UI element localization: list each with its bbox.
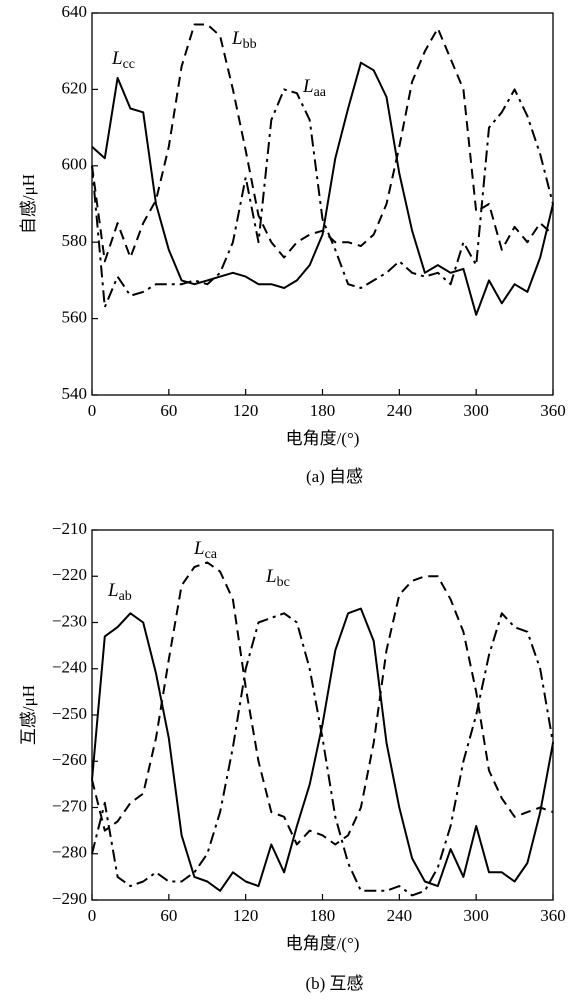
- x-tick-label: 360: [540, 906, 566, 925]
- series-subscript: ca: [205, 547, 218, 562]
- y-tick-label: −210: [52, 519, 87, 538]
- y-tick-label: −270: [52, 796, 87, 815]
- y-tick-label: 560: [62, 308, 88, 327]
- series-label: Laa: [302, 76, 327, 100]
- plot-frame: [91, 529, 554, 901]
- x-tick-label: 180: [310, 906, 336, 925]
- series-label: Lca: [193, 538, 218, 562]
- series-label: Lcc: [111, 48, 135, 72]
- y-tick-label: −220: [52, 565, 87, 584]
- series-name: L: [107, 580, 119, 601]
- x-tick-label: 240: [387, 401, 413, 420]
- x-tick-label: 300: [463, 906, 489, 925]
- x-tick-label: 120: [233, 906, 259, 925]
- x-tick-label: 180: [310, 401, 336, 420]
- caption: (b) 互感: [305, 974, 363, 993]
- y-tick-label: −240: [52, 658, 87, 677]
- series-line: [91, 23, 554, 263]
- series-subscript: ab: [119, 589, 132, 604]
- x-axis-label: 电角度/(°): [286, 429, 360, 448]
- series-name: L: [193, 538, 205, 559]
- series-name: L: [265, 566, 277, 587]
- y-axis-label: 互感/μH: [19, 685, 38, 745]
- x-tick-label: 300: [463, 401, 489, 420]
- caption: (a) 自感: [306, 467, 363, 486]
- x-tick-label: 360: [540, 401, 566, 420]
- x-tick-label: 0: [88, 906, 97, 925]
- series-label: Lab: [107, 580, 132, 604]
- x-tick-label: 0: [88, 401, 97, 420]
- x-tick-label: 60: [160, 906, 177, 925]
- series-subscript: bc: [277, 575, 290, 590]
- series-name: L: [111, 48, 123, 69]
- y-tick-label: 580: [62, 231, 88, 250]
- y-tick-label: −280: [52, 843, 87, 862]
- x-tick-label: 60: [160, 401, 177, 420]
- series-line: [91, 561, 554, 846]
- y-tick-label: −230: [52, 611, 87, 630]
- series-name: L: [302, 76, 314, 97]
- series-label: Lbb: [231, 28, 257, 52]
- y-axis-label: 自感/μH: [19, 174, 38, 234]
- series-label: Lbc: [265, 566, 290, 590]
- y-tick-label: −260: [52, 750, 87, 769]
- series-subscript: bb: [243, 37, 257, 52]
- x-axis-label: 电角度/(°): [286, 934, 360, 953]
- plot-frame: [91, 12, 554, 396]
- series-subscript: cc: [123, 57, 135, 72]
- series-name: L: [231, 28, 243, 49]
- y-tick-label: 620: [62, 78, 88, 97]
- y-tick-label: −250: [52, 704, 87, 723]
- x-tick-label: 240: [387, 906, 413, 925]
- series-line: [91, 607, 554, 892]
- series-line: [91, 61, 554, 316]
- y-tick-label: 600: [62, 155, 88, 174]
- series-line: [91, 88, 554, 309]
- y-tick-label: −290: [52, 889, 87, 908]
- series-subscript: aa: [314, 85, 327, 100]
- y-tick-label: 540: [62, 384, 88, 403]
- y-tick-label: 640: [62, 2, 88, 21]
- x-tick-label: 120: [233, 401, 259, 420]
